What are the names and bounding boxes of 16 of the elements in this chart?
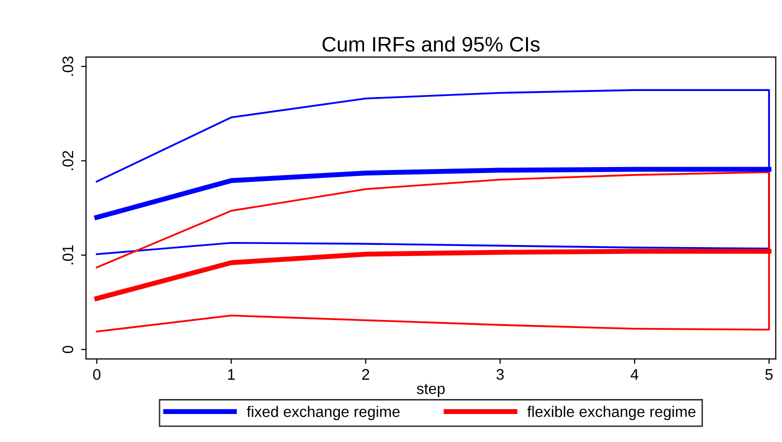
- y-tick-label: .03: [62, 56, 74, 76]
- x-tick-label: 5: [765, 369, 773, 380]
- x-tick-label: 3: [496, 369, 504, 380]
- legend-label: fixed exchange regime: [246, 406, 400, 420]
- x-tick-label: 4: [630, 369, 638, 380]
- chart-title: Cum IRFs and 95% CIs: [322, 36, 540, 52]
- x-tick-label: 0: [93, 369, 100, 380]
- y-tick-label: .02: [62, 150, 74, 170]
- x-tick-label: 1: [228, 369, 235, 380]
- line-series: [96, 171, 770, 332]
- x-axis-title: step: [416, 384, 445, 398]
- legend-label: flexible exchange regime: [527, 406, 696, 420]
- x-tick-label: 2: [362, 369, 370, 380]
- y-tick-label: .01: [62, 245, 74, 264]
- line-series: [96, 89, 770, 256]
- y-tick-label: 0: [62, 346, 74, 354]
